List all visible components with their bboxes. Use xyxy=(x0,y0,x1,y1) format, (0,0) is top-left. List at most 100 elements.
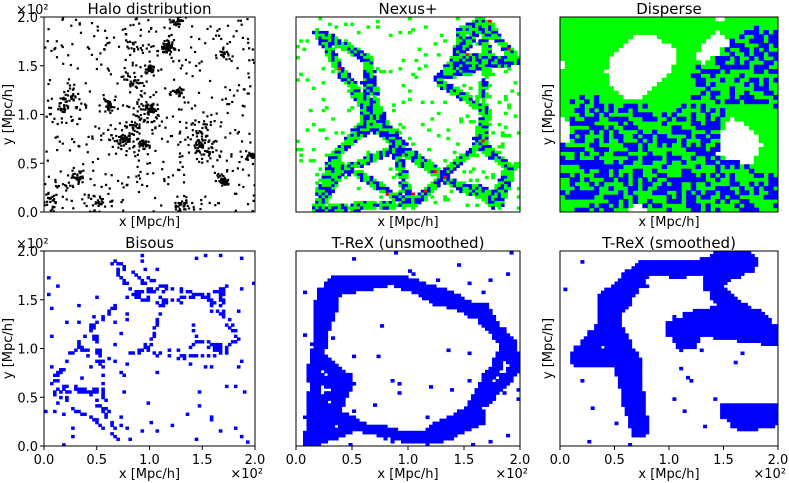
halo-point xyxy=(218,154,221,157)
wall-cell xyxy=(705,142,711,148)
wall-cell xyxy=(627,129,634,135)
wall-cell xyxy=(579,168,585,174)
structure-cell xyxy=(344,142,348,146)
halo-point xyxy=(72,176,75,179)
wall-cell xyxy=(768,155,774,161)
filament-cell xyxy=(642,186,648,191)
structure-cell xyxy=(475,184,479,188)
structure-cell xyxy=(411,153,415,157)
structure-cell xyxy=(500,192,505,196)
wall-cell xyxy=(584,17,590,22)
structure-cell xyxy=(481,195,486,199)
structure-cell xyxy=(388,128,393,132)
filament-cell xyxy=(744,51,750,57)
filament-cell xyxy=(739,190,745,196)
structure-cell xyxy=(510,47,515,51)
wall-cell xyxy=(671,21,677,27)
halo-point xyxy=(168,53,172,56)
wall-cell xyxy=(768,142,774,148)
filament-cell xyxy=(666,142,672,148)
structure-cell xyxy=(494,150,499,155)
wall-cell xyxy=(623,168,629,174)
structure-cell xyxy=(363,89,367,93)
filament-cell xyxy=(584,129,590,135)
halo-point xyxy=(131,124,134,127)
halo-point xyxy=(132,133,135,136)
wall-cell xyxy=(773,142,778,148)
structure-cell xyxy=(414,150,419,155)
halo-point xyxy=(78,22,81,25)
halo-point xyxy=(68,99,71,102)
structure-cell xyxy=(436,178,441,182)
halo-point xyxy=(60,44,63,47)
wall-cell xyxy=(734,177,740,183)
halo-point xyxy=(129,80,132,83)
structure-cell xyxy=(369,178,374,182)
wall-cell xyxy=(676,82,682,87)
wall-cell xyxy=(758,95,764,100)
wall-cell xyxy=(710,99,716,105)
filament-cell xyxy=(589,181,595,187)
wall-cell xyxy=(579,186,585,191)
wall-cell xyxy=(574,134,580,139)
structure-cell xyxy=(318,209,323,212)
filament-cell xyxy=(676,190,682,196)
wall-cell xyxy=(656,25,663,31)
halo-point xyxy=(100,138,103,142)
structure-cell xyxy=(456,47,460,51)
wall-cell xyxy=(724,103,731,109)
halo-point xyxy=(47,175,50,178)
structure-cell xyxy=(411,206,415,210)
wall-cell xyxy=(666,103,672,109)
structure-cell xyxy=(401,153,406,157)
halo-point xyxy=(231,55,234,58)
filament-cell xyxy=(647,155,653,161)
wall-cell xyxy=(584,34,590,40)
structure-cell xyxy=(408,136,412,141)
structure-cell xyxy=(347,173,351,177)
structure-cell xyxy=(308,108,313,113)
wall-cell xyxy=(719,30,726,35)
structure-cell xyxy=(337,206,342,210)
structure-cell xyxy=(408,198,412,202)
structure-cell xyxy=(504,195,508,199)
wall-cell xyxy=(564,142,571,148)
structure-cell xyxy=(344,167,348,171)
halo-point xyxy=(81,198,84,201)
structure-cell xyxy=(340,150,345,155)
halo-point xyxy=(147,69,150,72)
halo-point xyxy=(230,59,233,63)
wall-cell xyxy=(715,77,721,83)
halo-point xyxy=(246,157,249,160)
halo-point xyxy=(139,66,142,69)
halo-point xyxy=(219,180,222,184)
halo-point xyxy=(236,89,239,92)
wall-cell xyxy=(710,194,716,200)
halo-point xyxy=(125,138,128,141)
halo-point xyxy=(119,141,122,144)
structure-cell xyxy=(360,120,364,124)
halo-point xyxy=(79,108,82,111)
wall-cell xyxy=(666,95,672,100)
structure-cell xyxy=(363,108,367,113)
halo-point xyxy=(149,110,152,113)
wall-cell xyxy=(763,95,769,100)
structure-cell xyxy=(481,78,486,82)
structure-cell xyxy=(401,175,406,180)
halo-point xyxy=(178,155,181,158)
filament-cell xyxy=(623,108,629,113)
wall-cell xyxy=(656,194,663,200)
wall-cell xyxy=(603,34,609,40)
halo-point xyxy=(208,152,211,155)
structure-cell xyxy=(363,175,367,180)
wall-cell xyxy=(598,134,605,139)
halo-point xyxy=(249,85,252,88)
halo-point xyxy=(202,144,205,147)
halo-point xyxy=(162,160,165,163)
structure-cell xyxy=(366,92,371,96)
halo-point xyxy=(249,155,252,158)
wall-cell xyxy=(564,99,571,105)
wall-cell xyxy=(700,95,706,100)
halo-point xyxy=(195,143,199,146)
